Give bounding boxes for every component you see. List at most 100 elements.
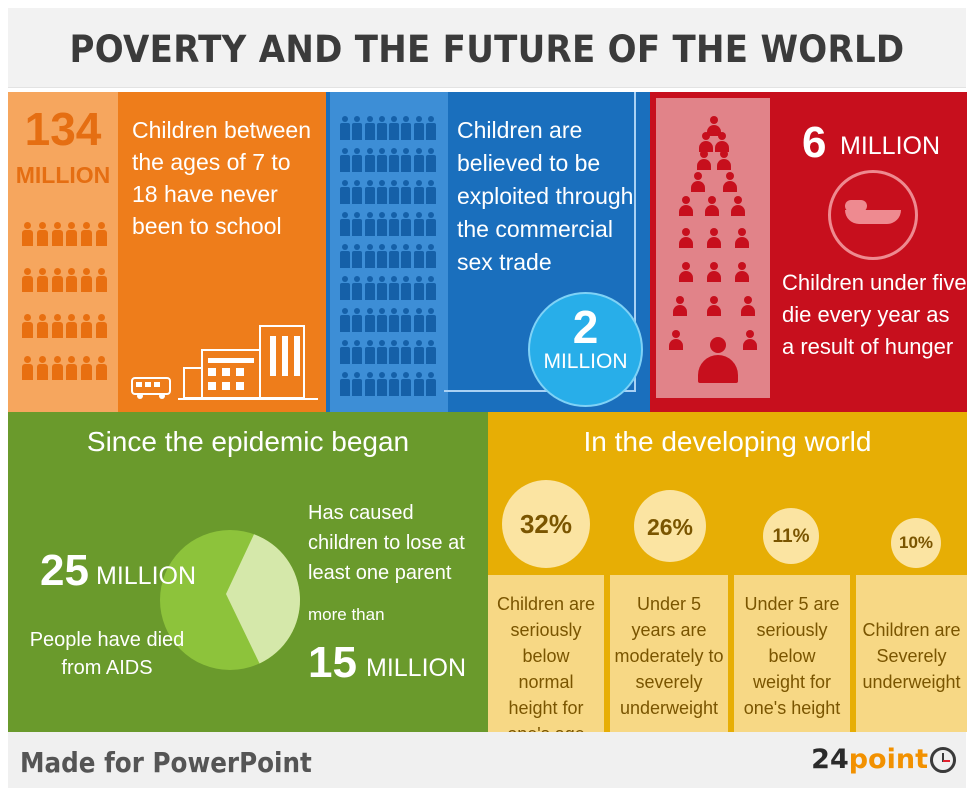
child-icon: [94, 314, 108, 338]
person-icon: [376, 276, 387, 300]
people-row: [340, 308, 436, 332]
hunger-panel: 6 MILLION Children under five die every …: [650, 92, 967, 412]
child-icon: [20, 314, 34, 338]
person-icon: [425, 372, 436, 396]
person-icon: [352, 148, 363, 172]
person-icon: [413, 212, 424, 236]
exploitation-frame: [444, 92, 636, 392]
person-icon: [352, 372, 363, 396]
child-icon: [79, 314, 93, 338]
person-icon: [401, 116, 412, 140]
child-icon: [94, 356, 108, 380]
person-icon: [401, 148, 412, 172]
stat-label: Children are Severely underweight: [862, 620, 961, 692]
person-icon: [413, 116, 424, 140]
person-icon: [376, 116, 387, 140]
person-icon: [352, 244, 363, 268]
exploitation-number: 2: [572, 301, 599, 353]
person-icon: [698, 132, 714, 152]
child-icon: [64, 222, 78, 246]
schooling-panel: 134 MILLION Children between the ages of…: [8, 92, 326, 412]
children-row: [20, 268, 108, 292]
child-icon: [35, 222, 49, 246]
child-icon: [20, 356, 34, 380]
person-icon: [389, 276, 400, 300]
person-icon: [706, 116, 722, 136]
deaths-label: People have died from AIDS: [29, 629, 185, 679]
people-row: [340, 372, 436, 396]
stat-percent: 11%: [772, 526, 810, 547]
child-icon: [94, 268, 108, 292]
person-icon: [352, 116, 363, 140]
person-icon: [364, 276, 375, 300]
clock-icon: [930, 746, 956, 773]
stat-label: Children are seriously below normal heig…: [496, 594, 596, 732]
child-icon: [79, 268, 93, 292]
person-icon: [401, 308, 412, 332]
footer-made-for: Made for PowerPoint: [20, 746, 312, 779]
person-icon: [401, 340, 412, 364]
stat-bubble: [634, 490, 706, 562]
exploitation-unit: MILLION: [543, 350, 628, 373]
person-icon: [389, 340, 400, 364]
person-icon: [340, 244, 350, 268]
page-title: POVERTY AND THE FUTURE OF THE WORLD: [69, 28, 905, 71]
brand-logo: 24 point: [811, 744, 956, 775]
person-icon: [425, 212, 436, 236]
person-icon: [716, 150, 732, 170]
child-icon: [64, 356, 78, 380]
person-icon: [678, 228, 694, 248]
stat-bubble: [502, 480, 590, 568]
hand-thumb: [845, 200, 867, 212]
person-icon: [352, 212, 363, 236]
stat-card: Under 5 years are moderately to severely…: [610, 575, 728, 732]
person-icon: [413, 276, 424, 300]
person-icon: [376, 340, 387, 364]
exploitation-description: Children are believed to be exploited th…: [457, 117, 634, 275]
person-icon: [340, 148, 350, 172]
stat-card: Under 5 are seriously below weight for o…: [734, 575, 850, 732]
person-icon: [425, 276, 436, 300]
person-icon: [352, 340, 363, 364]
stat-label: Under 5 years are moderately to severely…: [614, 594, 724, 718]
schooling-description: Children between the ages of 7 to 18 hav…: [132, 117, 312, 239]
children-row: [20, 222, 108, 246]
person-icon: [389, 308, 400, 332]
hunger-number: 6: [802, 118, 827, 167]
child-icon: [20, 268, 34, 292]
child-icon: [79, 356, 93, 380]
person-icon: [678, 262, 694, 282]
person-icon: [722, 172, 738, 192]
person-icon: [425, 116, 436, 140]
people-row: [340, 148, 436, 172]
person-icon: [672, 296, 688, 316]
orphans-label: Has caused children to lose at least one…: [308, 502, 465, 584]
hunger-description: Children under five die every year as a …: [782, 270, 967, 359]
person-icon: [690, 172, 706, 192]
brand-word: point: [848, 744, 928, 775]
person-icon: [706, 228, 722, 248]
hunger-unit: MILLION: [840, 132, 941, 160]
person-icon: [389, 116, 400, 140]
pie-highlight-slice: [226, 534, 300, 664]
person-icon: [696, 150, 712, 170]
person-icon: [364, 180, 375, 204]
stat-percent: 32%: [519, 509, 573, 539]
people-row: [340, 212, 436, 236]
person-icon: [401, 180, 412, 204]
child-icon: [35, 314, 49, 338]
exploitation-panel: Children are believed to be exploited th…: [326, 92, 650, 412]
person-icon: [401, 372, 412, 396]
schooling-number: 134: [24, 103, 102, 155]
person-icon: [734, 262, 750, 282]
footer: Made for PowerPoint 24 point: [8, 732, 966, 788]
person-icon: [413, 148, 424, 172]
stat-bubble: [763, 508, 819, 564]
child-icon: [64, 314, 78, 338]
person-icon: [714, 132, 730, 152]
epidemic-panel: Since the epidemic began 25 MILLION Peop…: [8, 412, 488, 732]
child-icon: [94, 222, 108, 246]
child-icon: [50, 268, 64, 292]
people-row: [340, 276, 436, 300]
